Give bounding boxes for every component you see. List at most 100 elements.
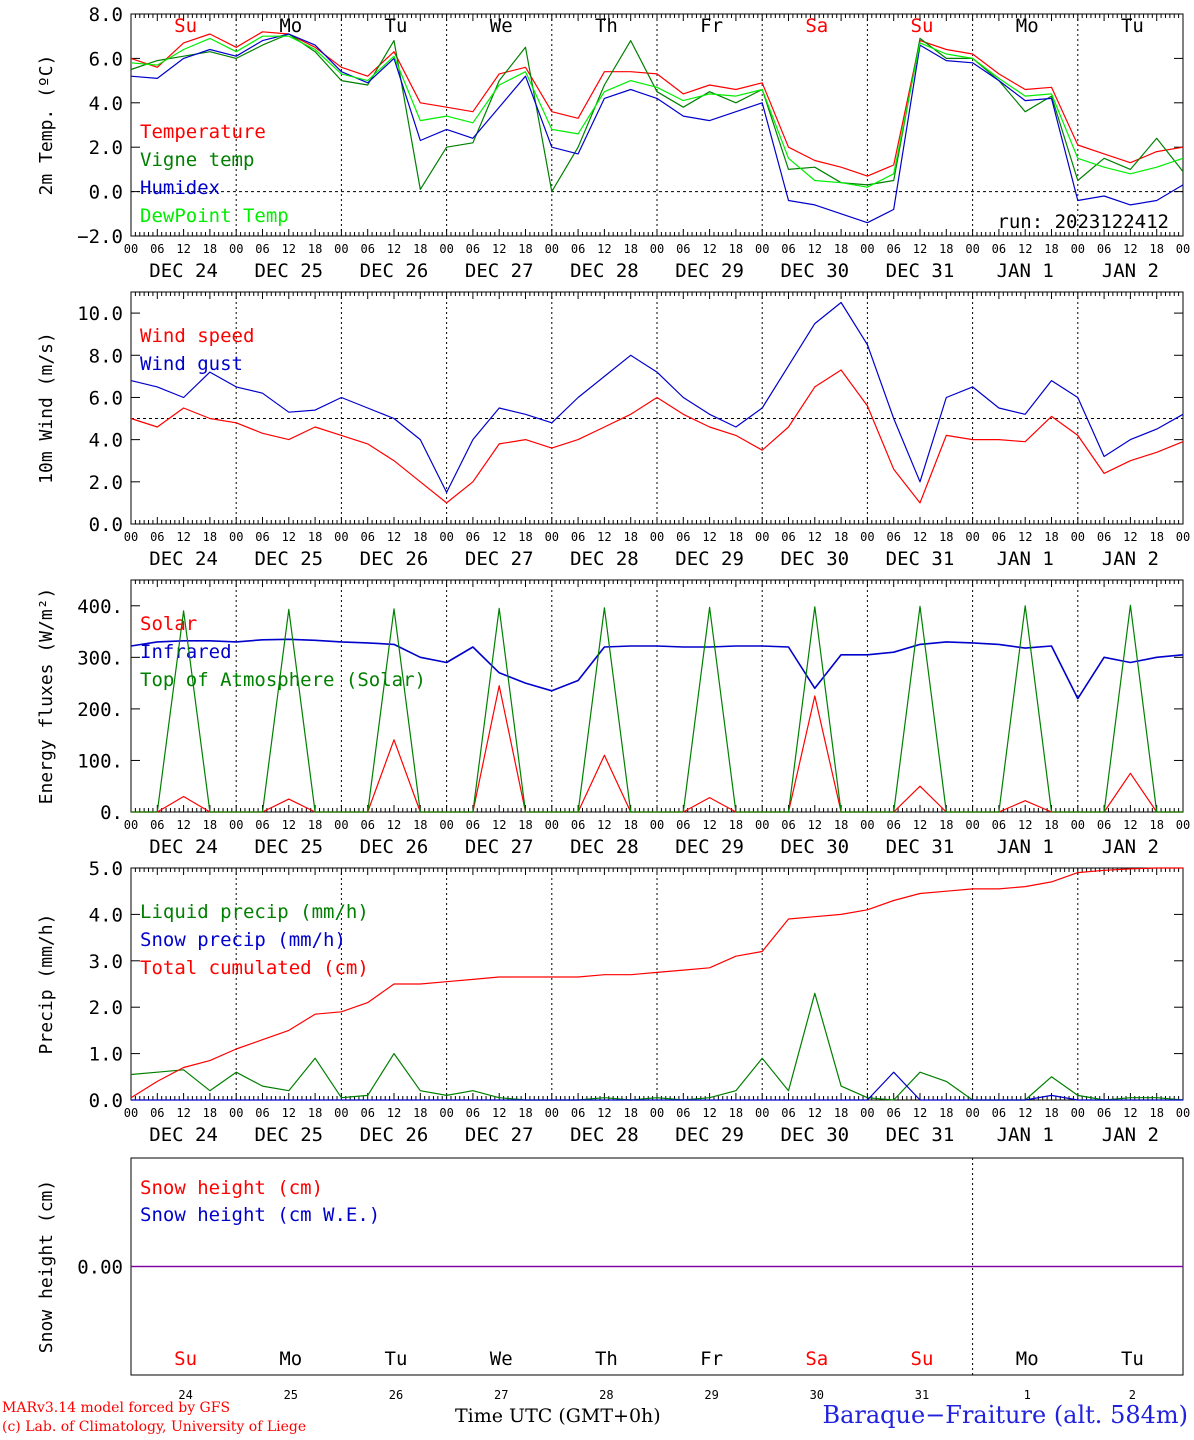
- day-label: Mo: [279, 15, 302, 37]
- day-number: 28: [599, 1388, 613, 1402]
- x-tick-label: 18: [413, 242, 427, 256]
- x-tick-label: 06: [781, 242, 795, 256]
- x-tick-label: 06: [886, 818, 900, 832]
- y-tick-label: 0.0: [89, 182, 123, 204]
- x-tick-label: 18: [939, 242, 953, 256]
- y-tick-label: −2.0: [77, 226, 123, 248]
- date-label: DEC 31: [886, 260, 955, 282]
- day-number: 30: [810, 1388, 824, 1402]
- x-tick-label: 00: [965, 1106, 979, 1120]
- x-tick-label: 12: [176, 530, 190, 544]
- model-credit: MARv3.14 model forced by GFS: [2, 1400, 231, 1416]
- y-tick-label: 300.: [77, 647, 123, 669]
- x-tick-label: 00: [439, 242, 453, 256]
- date-label: JAN 1: [997, 1124, 1054, 1146]
- x-tick-label: 00: [860, 818, 874, 832]
- x-tick-label: 12: [702, 1106, 716, 1120]
- legend-entry: Wind speed: [140, 325, 254, 347]
- date-label: JAN 1: [997, 836, 1054, 858]
- x-tick-label: 06: [360, 1106, 374, 1120]
- x-tick-label: 00: [439, 818, 453, 832]
- day-number: 29: [704, 1388, 718, 1402]
- x-tick-label: 12: [808, 242, 822, 256]
- x-tick-label: 12: [176, 818, 190, 832]
- date-label: DEC 27: [465, 548, 534, 570]
- x-tick-label: 18: [729, 530, 743, 544]
- x-tick-label: 00: [965, 818, 979, 832]
- x-tick-label: 06: [1097, 530, 1111, 544]
- x-tick-label: 00: [965, 530, 979, 544]
- day-number: 27: [494, 1388, 508, 1402]
- day-number: 25: [284, 1388, 298, 1402]
- date-label: DEC 25: [254, 1124, 323, 1146]
- x-tick-label: 12: [282, 1106, 296, 1120]
- x-tick-label: 18: [834, 530, 848, 544]
- date-label: JAN 2: [1102, 548, 1159, 570]
- day-number: 31: [915, 1388, 929, 1402]
- x-tick-label: 00: [1176, 242, 1190, 256]
- x-tick-label: 12: [387, 242, 401, 256]
- x-tick-label: 00: [124, 530, 138, 544]
- x-tick-label: 00: [545, 242, 559, 256]
- date-label: DEC 31: [886, 548, 955, 570]
- date-label: DEC 31: [886, 836, 955, 858]
- x-tick-label: 00: [1071, 1106, 1085, 1120]
- day-label: Su: [174, 1348, 197, 1370]
- x-tick-label: 12: [282, 818, 296, 832]
- date-label: DEC 25: [254, 548, 323, 570]
- y-tick-label: 6.0: [89, 48, 123, 70]
- x-tick-label: 00: [545, 818, 559, 832]
- day-label: Th: [595, 15, 618, 37]
- x-tick-label: 18: [623, 242, 637, 256]
- x-tick-label: 12: [1018, 1106, 1032, 1120]
- x-tick-label: 18: [1044, 818, 1058, 832]
- legend-entry: Infrared: [140, 641, 232, 663]
- x-tick-label: 06: [571, 530, 585, 544]
- day-label: Mo: [279, 1348, 302, 1370]
- x-tick-label: 12: [808, 818, 822, 832]
- x-tick-label: 06: [466, 1106, 480, 1120]
- x-tick-label: 12: [282, 242, 296, 256]
- x-tick-label: 00: [860, 242, 874, 256]
- x-tick-label: 12: [1123, 1106, 1137, 1120]
- y-tick-label: 6.0: [89, 387, 123, 409]
- x-tick-label: 06: [255, 1106, 269, 1120]
- x-tick-label: 00: [545, 530, 559, 544]
- date-label: DEC 28: [570, 836, 639, 858]
- x-tick-label: 06: [992, 1106, 1006, 1120]
- x-tick-label: 06: [360, 242, 374, 256]
- x-tick-label: 18: [518, 530, 532, 544]
- x-tick-label: 06: [1097, 818, 1111, 832]
- x-tick-label: 00: [545, 1106, 559, 1120]
- date-label: DEC 26: [360, 836, 429, 858]
- day-number: 2: [1129, 1388, 1136, 1402]
- day-label: Mo: [1016, 15, 1039, 37]
- x-tick-label: 06: [360, 530, 374, 544]
- x-tick-label: 12: [387, 1106, 401, 1120]
- series-line-3-2: [130, 638, 1184, 700]
- x-tick-label: 06: [466, 818, 480, 832]
- x-tick-label: 06: [992, 818, 1006, 832]
- x-tick-label: 06: [150, 818, 164, 832]
- day-label: Tu: [1121, 1348, 1144, 1370]
- y-tick-label: 0.00: [77, 1257, 123, 1279]
- y-tick-label: 4.0: [89, 430, 123, 452]
- day-label: Fr: [700, 1348, 723, 1370]
- x-tick-label: 18: [939, 818, 953, 832]
- date-label: DEC 24: [149, 836, 218, 858]
- day-label: Su: [911, 1348, 934, 1370]
- x-tick-label: 12: [913, 242, 927, 256]
- x-tick-label: 18: [203, 530, 217, 544]
- x-tick-label: 12: [597, 1106, 611, 1120]
- x-tick-label: 06: [1097, 242, 1111, 256]
- series-line-1-2: [130, 33, 1184, 193]
- x-tick-label: 12: [1018, 818, 1032, 832]
- x-tick-label: 06: [255, 242, 269, 256]
- date-label: DEC 30: [780, 260, 849, 282]
- x-tick-label: 00: [439, 530, 453, 544]
- x-tick-label: 18: [623, 1106, 637, 1120]
- legend-entry: Liquid precip (mm/h): [140, 901, 369, 923]
- x-tick-label: 00: [650, 818, 664, 832]
- x-tick-label: 06: [255, 818, 269, 832]
- x-tick-label: 18: [518, 242, 532, 256]
